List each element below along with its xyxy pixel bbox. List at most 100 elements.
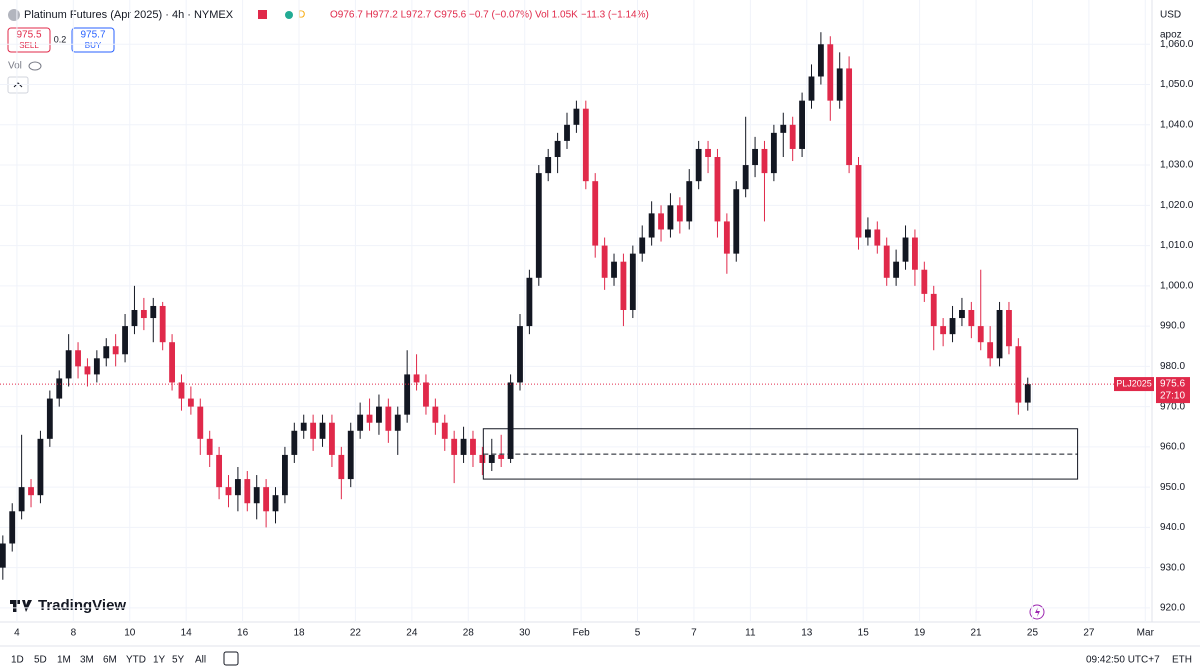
candle-body	[517, 326, 523, 383]
candle-body	[329, 422, 335, 455]
x-tick-label: 28	[463, 628, 475, 639]
range-button[interactable]: All	[195, 655, 206, 666]
volume: Vol 1.05K −11.3 (−1.14%)	[535, 10, 649, 21]
range-button[interactable]: 3M	[80, 655, 94, 666]
brand-logo	[10, 600, 32, 612]
range-button[interactable]: 1D	[11, 655, 24, 666]
candle-body	[921, 269, 928, 294]
y-tick-label: 1,040.0	[1160, 119, 1194, 130]
x-tick-label: Feb	[572, 628, 590, 639]
candle-body	[216, 454, 223, 488]
range-button[interactable]: YTD	[126, 655, 146, 666]
x-tick-label: 22	[350, 628, 362, 639]
candle-body	[338, 454, 345, 480]
candle-body	[658, 213, 664, 230]
candle-body	[357, 414, 364, 431]
candle-body	[28, 487, 34, 496]
y-tick-label: 960.0	[1160, 442, 1185, 453]
candle-body	[817, 44, 824, 77]
range-button[interactable]: 5Y	[172, 655, 185, 666]
candle-body	[150, 305, 157, 319]
candle-body	[84, 366, 91, 375]
candle-body	[0, 543, 6, 568]
candle-body	[695, 148, 702, 182]
candle-body	[404, 374, 411, 415]
candle-body	[827, 44, 834, 101]
y-tick-label: 980.0	[1160, 361, 1185, 372]
candle-body	[103, 346, 110, 359]
candle-body	[93, 358, 100, 375]
candle-body	[488, 454, 495, 463]
x-tick-label: 15	[858, 628, 870, 639]
x-tick-label: 11	[745, 628, 756, 639]
candle-body	[376, 406, 382, 423]
sell-button[interactable]	[7, 27, 51, 53]
candle-body	[366, 414, 373, 423]
sell-label: SELL	[19, 41, 39, 50]
candle-body	[855, 165, 862, 238]
candle-body	[159, 305, 166, 343]
candle-body	[949, 318, 956, 335]
candle-body	[554, 140, 561, 158]
candle-body	[281, 454, 288, 496]
eye-icon[interactable]	[28, 61, 42, 71]
candle-body	[507, 382, 514, 459]
candle-body	[667, 205, 674, 230]
candle-body	[272, 495, 279, 512]
x-tick-label: 25	[1027, 628, 1039, 639]
candle-body	[714, 157, 721, 222]
range-button[interactable]: 6M	[103, 655, 117, 666]
x-tick-label: 5	[635, 628, 641, 639]
candle-body	[686, 181, 693, 222]
candle-body	[977, 326, 984, 343]
candle-body	[601, 245, 608, 278]
candle-body	[874, 229, 881, 246]
candle-body	[836, 68, 843, 101]
candle-body	[18, 487, 25, 512]
buy-button[interactable]	[71, 27, 115, 53]
candle-body	[648, 213, 655, 238]
flag	[258, 10, 267, 19]
candle-body	[912, 237, 918, 270]
date-range-icon[interactable]	[223, 651, 239, 666]
range-button[interactable]: 1Y	[153, 655, 166, 666]
candle-body	[169, 342, 175, 383]
candle-body	[394, 414, 401, 431]
candle-body	[582, 108, 589, 182]
y-tick-label: 930.0	[1160, 562, 1185, 573]
candle-body	[498, 454, 505, 459]
candle-body	[479, 454, 486, 463]
candle-body	[620, 261, 627, 310]
candle-body	[1024, 384, 1031, 403]
range-button[interactable]: 1M	[57, 655, 71, 666]
y-tick-label: 920.0	[1160, 603, 1185, 614]
chevron	[13, 82, 23, 88]
candle-body	[780, 124, 787, 133]
candle-body	[808, 76, 815, 101]
clock: 09:42:50 UTC+7	[1086, 655, 1160, 666]
x-tick-label: 8	[71, 628, 77, 639]
range-button[interactable]: 5D	[34, 655, 47, 666]
candle-body	[564, 124, 570, 141]
title: Platinum Futures (Apr 2025) · 4h · NYMEX	[24, 9, 234, 21]
events-icon[interactable]	[1029, 604, 1045, 620]
candle-body	[187, 398, 194, 407]
candle-body	[987, 342, 994, 359]
candle-body	[535, 173, 542, 278]
header: Platinum Futures (Apr 2025) · 4h · NYMEX…	[7, 9, 1182, 94]
x-tick-label: 30	[519, 628, 531, 639]
candle-body	[206, 438, 213, 455]
candle-body	[9, 511, 16, 544]
x-tick-label: Mar	[1137, 628, 1155, 639]
x-tick-label: 27	[1083, 628, 1095, 639]
y-tick-label: 970.0	[1160, 401, 1185, 412]
candle-body	[385, 406, 392, 431]
x-tick-label: 24	[406, 628, 418, 639]
brand-name: TradingView	[38, 597, 126, 614]
candle-body	[629, 253, 636, 310]
x-tick-label: 4	[14, 628, 20, 639]
candle-body	[197, 406, 204, 439]
candle-body	[56, 378, 63, 399]
candle-body	[140, 309, 147, 319]
